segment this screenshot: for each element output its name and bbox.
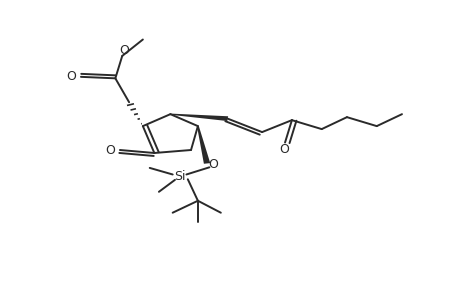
Text: O: O bbox=[119, 44, 129, 57]
Polygon shape bbox=[196, 126, 210, 164]
Text: O: O bbox=[66, 70, 76, 83]
Text: O: O bbox=[105, 143, 115, 157]
Polygon shape bbox=[170, 114, 228, 121]
Text: O: O bbox=[279, 142, 288, 156]
Text: Si: Si bbox=[174, 170, 185, 183]
Text: O: O bbox=[207, 158, 218, 171]
